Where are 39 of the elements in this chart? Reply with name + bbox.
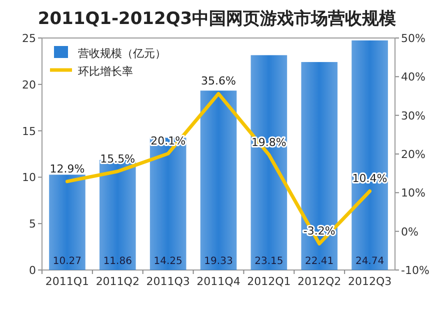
y2-tick-label: -10% [401,264,430,277]
x-tick-label: 2011Q2 [96,275,140,288]
data-label: 23.15 [254,256,284,267]
data-label: 19.33 [204,256,233,267]
legend-label: 环比增长率 [78,65,133,78]
data-label: 12.9% [50,162,85,176]
y2-tick-label: 50% [401,32,426,45]
data-label: 22.41 [305,256,334,267]
data-label: 14.25 [154,256,182,267]
bar [250,55,288,270]
x-tick-label: 2012Q3 [348,275,392,288]
x-tick-label: 2012Q2 [298,275,342,288]
x-tick-label: 2011Q3 [146,275,190,288]
x-tick-label: 2011Q1 [45,275,90,288]
bar [150,138,186,270]
data-label: 10.4% [352,172,388,186]
legend-label: 营收规模（亿元） [78,47,166,60]
data-label: 11.86 [103,256,132,267]
y-tick-label: 20 [22,78,36,92]
y-tick-label: 5 [29,218,36,231]
y2-tick-label: 20% [401,148,426,161]
data-label: 10.27 [52,256,82,267]
y-tick-label: 15 [22,124,36,138]
y2-tick-label: 40% [401,70,426,84]
data-label: 35.6% [201,74,236,88]
y2-tick-label: 10% [401,186,426,200]
bar [49,174,86,270]
chart-title: 2011Q1-2012Q3中国网页游戏市场营收规模 [38,9,396,29]
y2-tick-label: 30% [401,109,426,122]
bar [352,40,388,270]
y-tick-label: 0 [29,264,36,277]
bar [200,90,237,270]
x-tick-label: 2011Q4 [196,275,240,288]
bar [301,62,338,270]
y-tick-label: 10 [22,171,36,184]
x-tick-label: 2012Q1 [247,275,291,288]
y2-tick-label: 0% [401,225,418,238]
y-tick-label: 25 [22,32,36,45]
data-label: 24.74 [355,256,384,267]
